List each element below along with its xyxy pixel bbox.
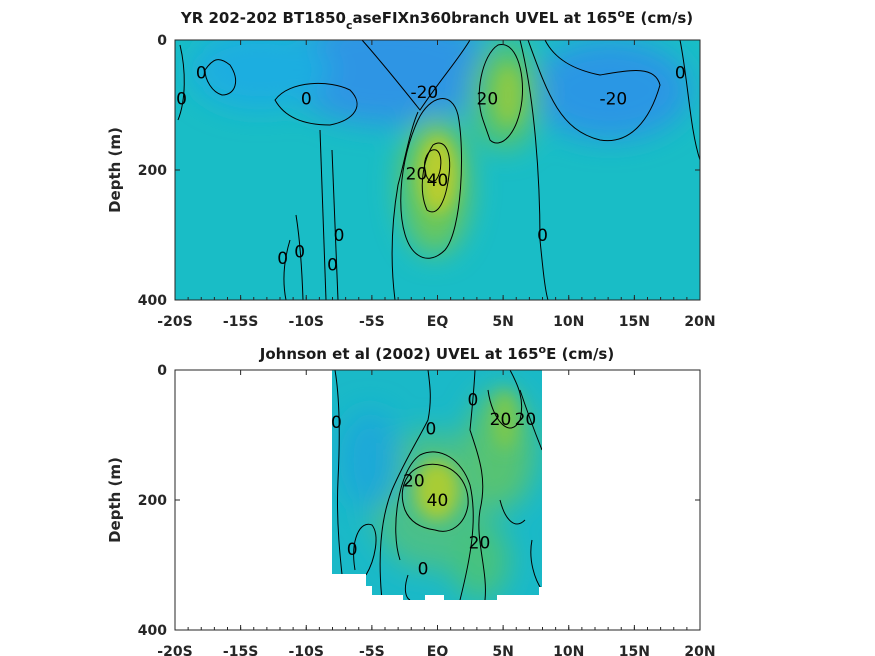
x-tick-label: 20N — [684, 644, 715, 656]
y-tick-label: 0 — [157, 33, 167, 49]
contour-label: 0 — [334, 226, 345, 246]
contour-label: 0 — [468, 390, 479, 410]
x-tick-label: -10S — [289, 644, 324, 656]
x-tick-label: -15S — [223, 644, 258, 656]
contour-label: 20 — [490, 410, 512, 430]
contour-label: 0 — [196, 64, 207, 84]
chart-1-title: YR 202-202 BT1850caseFIXn360branch UVEL … — [180, 7, 693, 32]
y-tick-label: 200 — [138, 163, 167, 179]
x-tick-label: 5N — [492, 314, 513, 330]
chart-2-contours — [334, 370, 542, 600]
y-tick-label: 200 — [138, 493, 167, 509]
x-tick-label: 15N — [619, 644, 650, 656]
contour-label: 20 — [406, 164, 428, 184]
contour-label: 20 — [403, 472, 425, 492]
contour-label: -20 — [410, 83, 438, 103]
x-tick-label: -5S — [359, 644, 385, 656]
x-tick-label: -20S — [157, 644, 192, 656]
x-tick-label: 5N — [492, 644, 513, 656]
chart-2-heatmap — [332, 370, 542, 600]
contour-label: 40 — [427, 491, 449, 511]
chart-1-heatmap — [175, 40, 700, 300]
chart-2-y-axis-label: Depth (m) — [106, 457, 124, 543]
contour-label: 0 — [327, 255, 338, 275]
contour-label: 0 — [301, 90, 312, 110]
chart-panel-1: YR 202-202 BT1850caseFIXn360branch UVEL … — [106, 7, 716, 330]
x-tick-label: 10N — [553, 314, 584, 330]
x-tick-label: -20S — [157, 314, 192, 330]
x-tick-label: 20N — [684, 314, 715, 330]
contour-label: 0 — [277, 249, 288, 269]
contour-label: 20 — [469, 533, 491, 553]
contour-label: 0 — [418, 559, 429, 579]
chart-1-x-ticks: -20S -15S -10S -5S EQ 5N 10N 15N 20N — [157, 40, 716, 330]
contour-label: 0 — [176, 90, 187, 110]
contour-label: -20 — [599, 90, 627, 110]
contour-label: 0 — [675, 64, 686, 84]
contour-label: 0 — [537, 226, 548, 246]
contour-label: 0 — [347, 540, 358, 560]
x-tick-label: EQ — [427, 644, 449, 656]
x-tick-label: -15S — [223, 314, 258, 330]
x-tick-label: -10S — [289, 314, 324, 330]
contour-label: 20 — [477, 90, 499, 110]
x-tick-label: 10N — [553, 644, 584, 656]
chart-1-y-axis-label: Depth (m) — [106, 127, 124, 213]
x-tick-label: 15N — [619, 314, 650, 330]
contour-label: 0 — [294, 242, 305, 262]
y-tick-label: 400 — [138, 623, 167, 639]
x-tick-label: -5S — [359, 314, 385, 330]
chart-panel-2: Johnson et al (2002) UVEL at 165oE (cm/s… — [106, 343, 716, 656]
chart-1-contours — [177, 39, 701, 301]
contour-label: 40 — [427, 171, 449, 191]
contour-label: 20 — [515, 410, 537, 430]
chart-2-title: Johnson et al (2002) UVEL at 165oE (cm/s… — [259, 343, 614, 363]
chart-2-x-ticks: -20S -15S -10S -5S EQ 5N 10N 15N 20N — [157, 370, 716, 656]
y-tick-label: 0 — [157, 363, 167, 379]
y-tick-label: 400 — [138, 293, 167, 309]
contour-label: 0 — [426, 420, 437, 440]
contour-label: 0 — [331, 413, 342, 433]
x-tick-label: EQ — [427, 314, 449, 330]
